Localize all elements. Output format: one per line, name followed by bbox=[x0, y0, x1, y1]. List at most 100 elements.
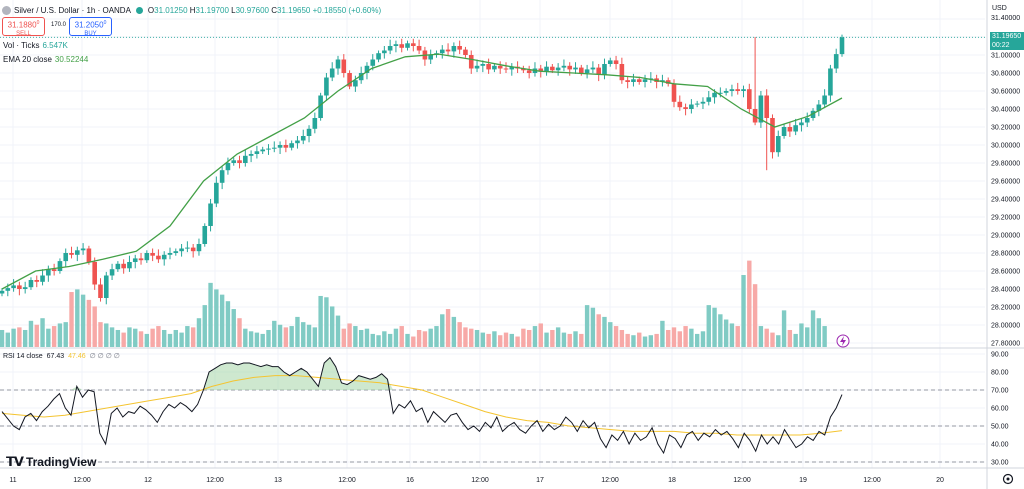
candle-body bbox=[75, 250, 80, 255]
tradingview-logo[interactable]: 𝗧𝗩 TradingView bbox=[6, 454, 97, 469]
price-tick-label: 28.00000 bbox=[991, 323, 1020, 330]
candle-body bbox=[677, 101, 683, 108]
candle-body bbox=[526, 70, 532, 73]
volume-bar bbox=[196, 318, 202, 347]
buy-button[interactable]: 31.20500 BUY bbox=[69, 17, 112, 37]
candle-body bbox=[723, 91, 729, 93]
volume-bar bbox=[677, 331, 682, 347]
candle-body bbox=[573, 67, 578, 70]
price-tick-label: 28.60000 bbox=[991, 269, 1020, 276]
volume-bar bbox=[451, 316, 457, 347]
candle-body bbox=[156, 255, 161, 260]
candle-body bbox=[463, 49, 468, 55]
price-tick-label: 28.40000 bbox=[991, 287, 1020, 294]
candle-body bbox=[0, 290, 5, 294]
candle-body bbox=[486, 64, 491, 70]
candle-body bbox=[370, 59, 376, 66]
volume-bar bbox=[312, 327, 318, 347]
candle-body bbox=[613, 60, 619, 64]
volume-bar bbox=[347, 323, 352, 347]
candle-body bbox=[173, 251, 179, 253]
volume-bar bbox=[411, 336, 416, 347]
grid bbox=[0, 0, 985, 468]
ema-legend[interactable]: EMA 20 close 30.52244 bbox=[3, 55, 89, 64]
time-tick-label: 12:00 bbox=[733, 477, 751, 484]
candle-body bbox=[468, 55, 474, 69]
rsi-legend[interactable]: RSI 14 close 67.43 47.46 ∅ ∅ ∅ ∅ bbox=[3, 353, 120, 360]
candle-body bbox=[607, 60, 613, 64]
time-tick-label: 12:00 bbox=[73, 477, 91, 484]
volume-bar bbox=[63, 322, 68, 347]
volume-bar bbox=[301, 322, 306, 347]
candle-body bbox=[243, 155, 248, 163]
candle-body bbox=[816, 104, 822, 111]
volume-bar bbox=[364, 328, 370, 347]
volume-bar bbox=[405, 333, 410, 347]
candle-body bbox=[706, 97, 712, 102]
candle-body bbox=[416, 46, 422, 51]
volume-bar bbox=[387, 333, 393, 347]
candle-body bbox=[411, 43, 416, 46]
spread-value: 170.0 bbox=[51, 22, 67, 28]
candle-body bbox=[329, 68, 335, 78]
volume-bar bbox=[723, 319, 729, 347]
volume-bar bbox=[440, 314, 445, 347]
volume-bar bbox=[341, 328, 346, 347]
candle-body bbox=[202, 226, 208, 244]
candle-body bbox=[283, 145, 289, 148]
volume-bar bbox=[764, 328, 769, 347]
volume-bar bbox=[666, 329, 671, 347]
symbol-title[interactable]: Silver / U.S. Dollar · 1h · OANDA bbox=[14, 5, 131, 15]
candle-body bbox=[185, 247, 190, 249]
sell-button[interactable]: 31.18800 SELL bbox=[2, 17, 45, 37]
volume-bar bbox=[98, 322, 103, 347]
candle-body bbox=[439, 49, 445, 54]
currency-label[interactable]: USD bbox=[992, 5, 1007, 12]
volume-bar bbox=[115, 329, 121, 347]
candle-body bbox=[671, 83, 677, 102]
price-tick-label: 31.00000 bbox=[991, 53, 1020, 60]
volume-bar bbox=[816, 318, 822, 347]
candle-body bbox=[636, 79, 642, 82]
volume-bar bbox=[758, 326, 764, 347]
volume-bar bbox=[370, 333, 375, 347]
price-tick-label: 29.40000 bbox=[991, 197, 1020, 204]
candle-body bbox=[17, 285, 22, 289]
volume-bar bbox=[428, 328, 433, 347]
settings-gear-icon[interactable] bbox=[1002, 473, 1014, 485]
volume-legend[interactable]: Vol · Ticks 6.547K bbox=[3, 41, 68, 50]
volume-bar bbox=[509, 333, 514, 347]
volume-bar bbox=[127, 327, 132, 347]
time-tick-label: 12:00 bbox=[471, 477, 489, 484]
volume-bar bbox=[590, 307, 596, 347]
candle-body bbox=[167, 253, 173, 255]
volume-bar bbox=[422, 331, 428, 347]
time-tick-label: 20 bbox=[936, 477, 944, 484]
candle-body bbox=[497, 65, 503, 69]
time-scale[interactable]: 11 12:00 12 12:00 13 12:00 16 12:00 17 12:00 18 12:… bbox=[9, 477, 944, 484]
price-scale[interactable]: 31.2000031.0000030.8000030.6000030.40000… bbox=[991, 15, 1020, 348]
candle-body bbox=[521, 68, 526, 71]
volume-bar bbox=[266, 329, 271, 347]
lightning-icon[interactable] bbox=[836, 334, 850, 348]
candle-body bbox=[741, 89, 746, 91]
candle-body bbox=[335, 59, 341, 69]
ema-line bbox=[1, 53, 843, 290]
volume-bar bbox=[34, 324, 39, 347]
candle-body bbox=[451, 46, 457, 52]
volume-bar bbox=[295, 316, 300, 347]
candle-body bbox=[642, 79, 648, 82]
candle-body bbox=[271, 147, 277, 149]
price-tick-label: 31.40000 bbox=[991, 15, 1020, 22]
rsi-scale[interactable]: 90.00 80.00 70.00 60.00 50.00 40.00 30.00 bbox=[991, 352, 1009, 467]
volume-bar bbox=[318, 295, 323, 347]
candle-body bbox=[306, 128, 312, 136]
price-tick-label: 28.80000 bbox=[991, 251, 1020, 258]
tradingview-mark-icon: 𝗧𝗩 bbox=[6, 454, 24, 469]
volume-bar bbox=[324, 297, 329, 347]
volume-bar bbox=[810, 310, 816, 347]
volume-bar bbox=[642, 336, 648, 347]
price-tick-label: 30.40000 bbox=[991, 107, 1020, 114]
volume-bar bbox=[503, 332, 509, 347]
